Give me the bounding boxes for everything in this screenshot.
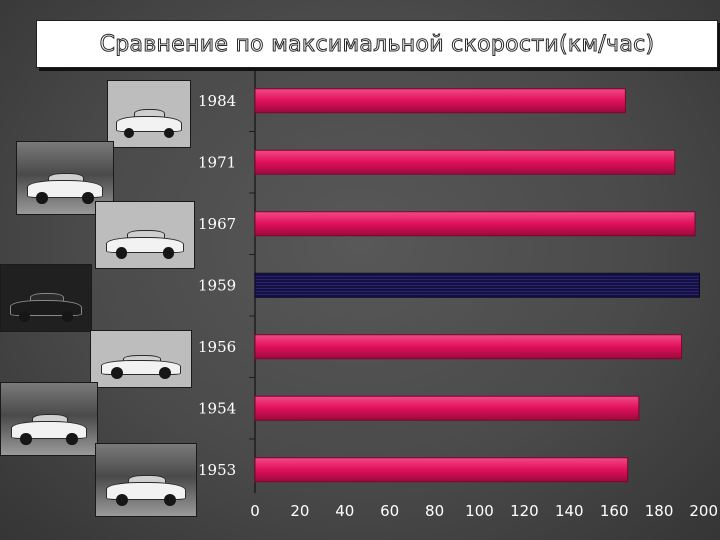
category-label-1967: 1967	[198, 215, 236, 233]
x-tick-label: 60	[380, 502, 399, 520]
category-label-1984: 1984	[198, 92, 236, 110]
chart-title: Сравнение по максимальной скорости(км/ча…	[99, 31, 655, 57]
x-tick-label: 160	[600, 502, 629, 520]
bar-1967	[254, 211, 696, 237]
dark-car-photo	[95, 443, 197, 517]
category-label-1956: 1956	[198, 338, 236, 356]
x-tick-label: 100	[465, 502, 494, 520]
x-tick-label: 20	[290, 502, 309, 520]
x-tick-label: 140	[555, 502, 584, 520]
x-tick-label: 80	[425, 502, 444, 520]
x-tick-label: 0	[250, 502, 260, 520]
category-label-1953: 1953	[198, 461, 236, 479]
x-tick-label: 120	[510, 502, 539, 520]
chart-title-box: Сравнение по максимальной скорости(км/ча…	[36, 20, 718, 68]
x-tick-label: 40	[335, 502, 354, 520]
category-label-1959: 1959	[198, 276, 236, 294]
x-tick-label: 200	[689, 502, 718, 520]
bar-1954	[254, 395, 640, 421]
white-car-photo	[16, 141, 114, 215]
black-car-photo	[0, 264, 92, 332]
bar-1956	[254, 334, 683, 360]
white-car-photo	[90, 330, 192, 388]
white-car-photo	[95, 201, 195, 269]
category-label-1954: 1954	[198, 399, 236, 417]
white-car-photo	[107, 80, 191, 148]
white-car-photo	[0, 382, 98, 456]
bar-1953	[254, 457, 629, 483]
bar-1971	[254, 149, 676, 175]
category-label-1971: 1971	[198, 153, 236, 171]
bar-1984	[254, 88, 626, 114]
x-tick-label: 180	[645, 502, 674, 520]
bar-1959	[254, 272, 701, 298]
